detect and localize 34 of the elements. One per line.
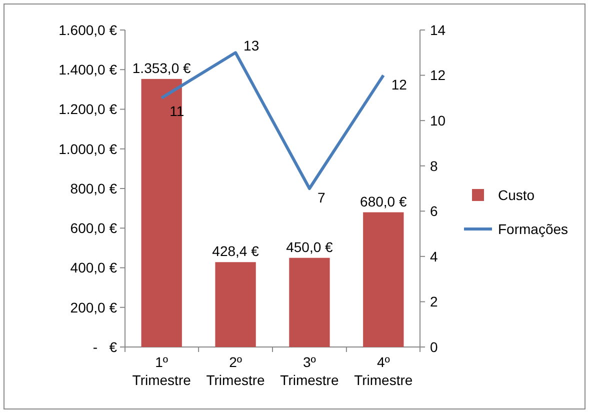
bar [289,258,330,347]
bar [141,78,182,347]
legend-label: Custo [498,186,535,203]
y-tick-label: 600,0 € [70,220,118,236]
y2-tick-label: 0 [430,338,438,355]
y-tick-label: 400,0 € [70,260,118,276]
data-label: 12 [391,76,408,92]
legend-label: Formações [498,220,568,237]
x-tick-label: 3º Trimestre [280,354,339,388]
bar [215,262,256,347]
y2-tick-label: 4 [430,248,438,264]
bar [363,212,404,347]
data-label: 13 [244,38,260,54]
y2-tick-label: 2 [430,294,438,310]
y-tick-label: 800,0 € [70,180,118,196]
y2-tick-label: 10 [430,112,446,128]
y-tick-label: 1.400,0 € [58,62,118,78]
data-label: 428,4 € [212,243,260,260]
y-tick-label: 1.000,0 € [58,140,118,157]
y2-tick-label: 6 [430,203,438,220]
y-tick-label: 200,0 € [70,299,118,316]
y-tick-label: - € [92,338,118,355]
data-label: 450,0 € [286,238,334,255]
data-label: 1.353,0 € [132,60,191,76]
y2-tick-label: 12 [430,67,446,84]
x-tick-label: 2º Trimestre [206,354,266,388]
y2-tick-label: 8 [430,158,438,174]
data-label: 680,0 € [360,193,407,210]
data-label: 7 [317,190,326,206]
x-tick-label: 4º Trimestre [354,354,413,388]
y-tick-label: 1.600,0 € [58,22,118,38]
x-tick-label: 1º Trimestre [132,354,192,388]
y-tick-label: 1.200,0 € [58,101,118,118]
y2-tick-label: 14 [430,22,446,38]
